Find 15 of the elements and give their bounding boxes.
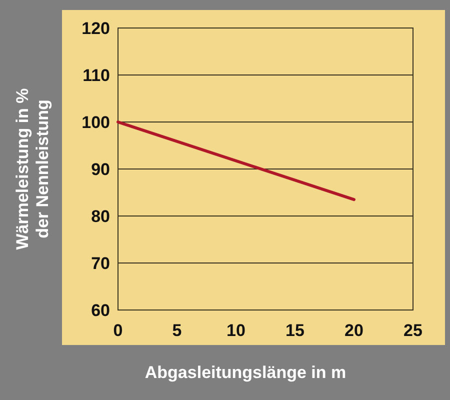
x-tick-label: 10 <box>226 321 246 340</box>
y-tick-label: 80 <box>91 206 110 226</box>
x-tick-label: 5 <box>172 321 182 340</box>
x-tick-label: 15 <box>286 321 304 340</box>
y-tick-label: 110 <box>82 66 110 85</box>
x-tick-label: 20 <box>344 321 364 340</box>
y-tick-label: 100 <box>82 112 110 132</box>
y-axis-title: Wärmeleistung in % der Nennleistung <box>13 88 52 250</box>
x-tick-label: 25 <box>404 321 422 340</box>
x-axis-title: Abgasleitungslänge in m <box>144 363 346 382</box>
y-tick-label: 90 <box>91 160 110 179</box>
y-tick-label: 70 <box>91 254 110 273</box>
y-tick-label: 60 <box>91 300 110 320</box>
y-tick-label: 120 <box>82 18 110 38</box>
x-tick-label: 0 <box>113 321 123 340</box>
